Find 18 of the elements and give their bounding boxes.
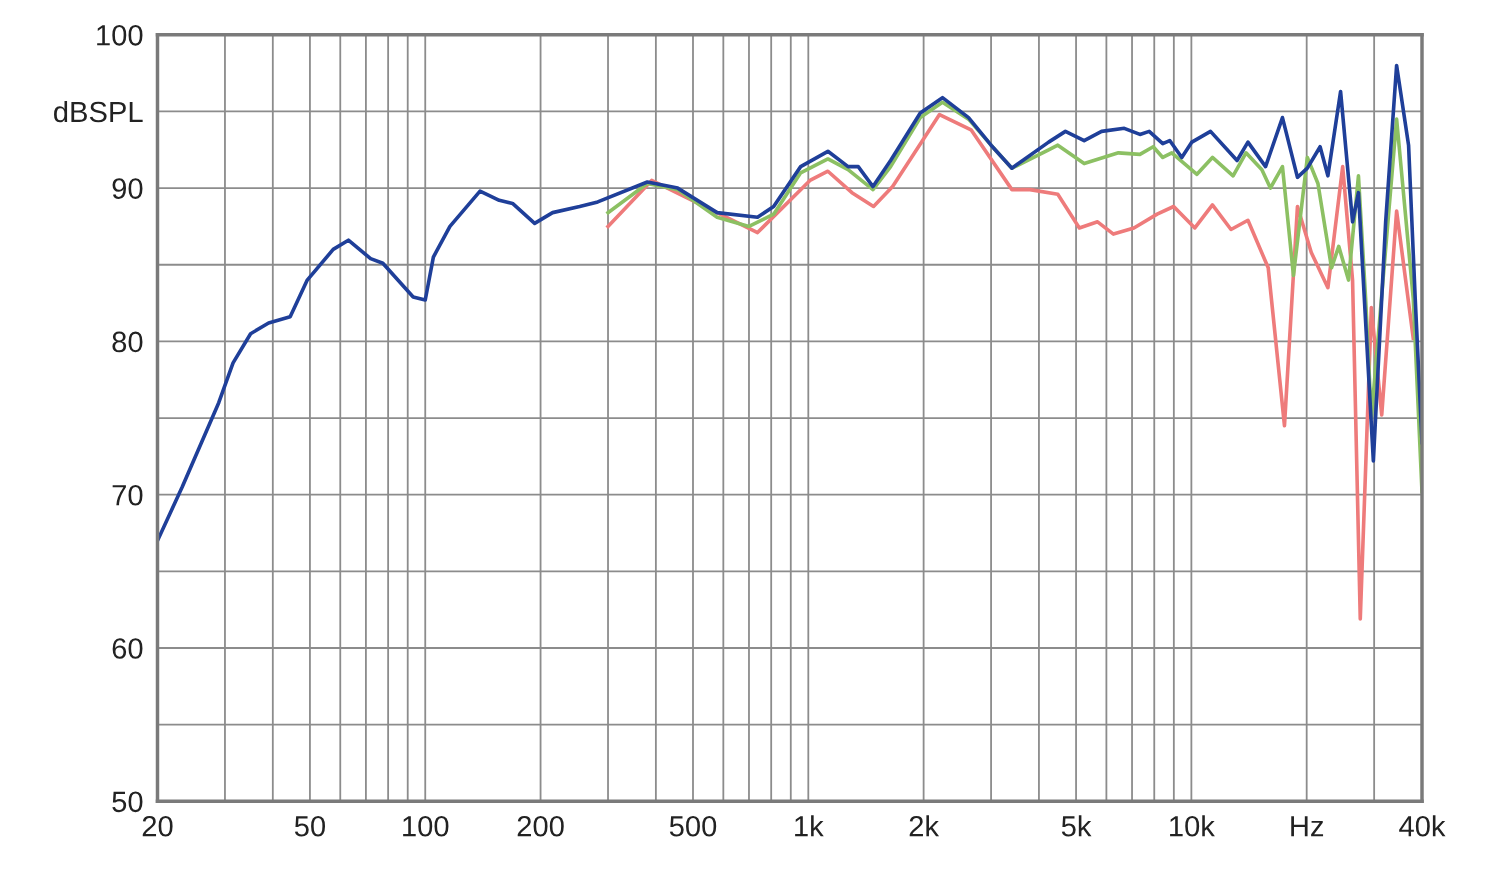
y-tick-label: 70 xyxy=(112,484,143,506)
x-tick-label: 100 xyxy=(403,815,449,837)
y-tick-label: 60 xyxy=(112,638,143,659)
y-tick-label: dBSPL xyxy=(54,100,143,123)
x-tick-label: 40k xyxy=(1399,815,1446,837)
x-tick-label: 10k xyxy=(1170,815,1215,837)
x-tick-label: 500 xyxy=(669,815,717,837)
y-tick-label: 100 xyxy=(97,25,143,46)
x-tick-label: 200 xyxy=(517,815,564,837)
y-tick-label: 90 xyxy=(112,178,143,199)
x-tick-label: 5k xyxy=(1061,815,1092,837)
x-tick-label: Hz xyxy=(1291,816,1324,837)
x-tick-label: 20 xyxy=(142,815,173,837)
y-tick-label: 50 xyxy=(112,791,143,813)
x-tick-label: 1k xyxy=(795,815,824,837)
x-tick-label: 50 xyxy=(294,815,326,837)
y-tick-label: 80 xyxy=(112,331,143,353)
x-tick-label: 2k xyxy=(909,815,940,837)
